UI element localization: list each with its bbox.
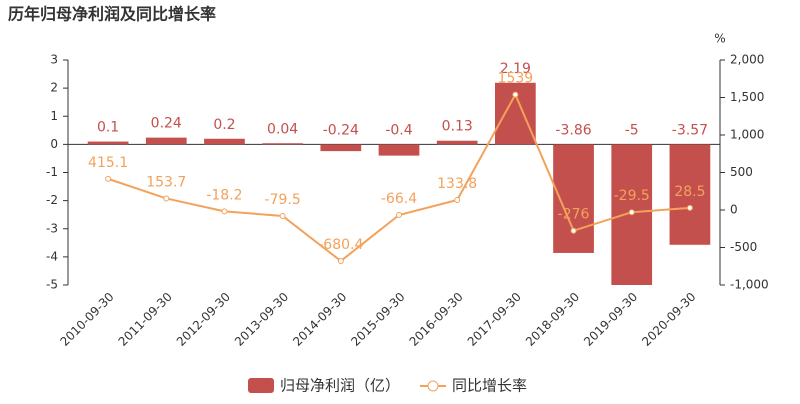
line-point [337,258,344,265]
x-tick-label: 2011-09-30 [116,290,175,349]
bar-label: -0.4 [385,122,412,138]
bar-label: 0.1 [97,120,119,136]
bar-label: 0.2 [213,117,235,133]
y2-tick-label: -1,000 [730,278,769,292]
x-tick-label: 2018-09-30 [523,290,582,349]
y-tick-label: 2 [50,81,58,95]
bar [378,144,420,156]
y-tick-label: -4 [46,249,58,263]
line-point [279,212,286,219]
y-tick-label: 3 [50,53,58,67]
line-label: 153.7 [146,174,186,190]
legend-swatch [427,380,439,392]
x-tick-label: 2020-09-30 [639,290,698,349]
y2-tick-label: 0 [730,203,738,217]
y-tick-label: -2 [46,193,58,207]
line-point [396,211,402,218]
line-label: -79.5 [265,192,301,208]
y-tick-label: -1 [46,165,58,179]
line-point [628,209,635,216]
chart-title: 历年归母净利润及同比增长率 [8,5,216,24]
line-point [686,204,693,211]
line [107,92,690,263]
line-point [454,196,461,203]
bar [320,144,362,152]
bar-label: 0.24 [151,116,182,132]
bar [204,138,245,145]
y2-unit: % [714,32,725,46]
x-tick-label: 2012-09-30 [174,290,233,349]
legend-label: 归母净利润（亿） [280,377,400,395]
line-point [570,227,577,234]
bar-label: -0.24 [323,122,359,138]
line-label: -680.4 [318,237,363,253]
line-label: 1539 [498,71,534,87]
bar [262,143,303,145]
bar-label: 0.04 [267,121,298,137]
y2-tick-label: 1,500 [730,90,764,104]
bar [669,144,711,245]
line-point [221,208,228,215]
bar [145,137,187,145]
y2-tick-label: 500 [730,165,753,179]
line-label: -29.5 [614,188,650,204]
y-tick-label: 1 [50,109,58,123]
legend-label: 同比增长率 [452,377,527,395]
x-tick-label: 2019-09-30 [581,290,640,349]
y2-tick-label: -500 [730,240,757,254]
bar [87,141,129,145]
x-tick-label: 2014-09-30 [290,290,349,349]
line-label: -66.4 [381,191,417,207]
x-tick-label: 2010-09-30 [57,290,116,349]
y-tick-label: -5 [46,278,58,292]
bar-label: -3.57 [672,122,708,138]
y2-tick-label: 1,000 [730,128,764,142]
line-label: -18.2 [206,187,242,203]
x-tick-label: 2017-09-30 [465,290,524,349]
line-point [163,195,170,202]
x-tick-label: 2013-09-30 [232,290,291,349]
bar-label: -3.86 [555,122,591,138]
bar-label: 2.19 [500,61,531,77]
bar [436,140,478,145]
y2-tick-label: 2,000 [730,53,764,67]
bar-label: -5 [625,122,639,138]
line-label: 28.5 [674,184,705,200]
y-tick-label: 0 [50,137,58,151]
bar-label: 0.13 [442,119,473,135]
line-point [512,91,519,98]
x-tick-label: 2015-09-30 [348,290,407,349]
x-tick-label: 2016-09-30 [407,290,466,349]
line-label: -276 [558,207,590,223]
line-point [105,175,112,182]
y-tick-label: -3 [46,221,58,235]
line-label: 133.8 [437,176,477,192]
line-label: 415.1 [88,155,128,171]
legend-swatch [248,378,274,393]
